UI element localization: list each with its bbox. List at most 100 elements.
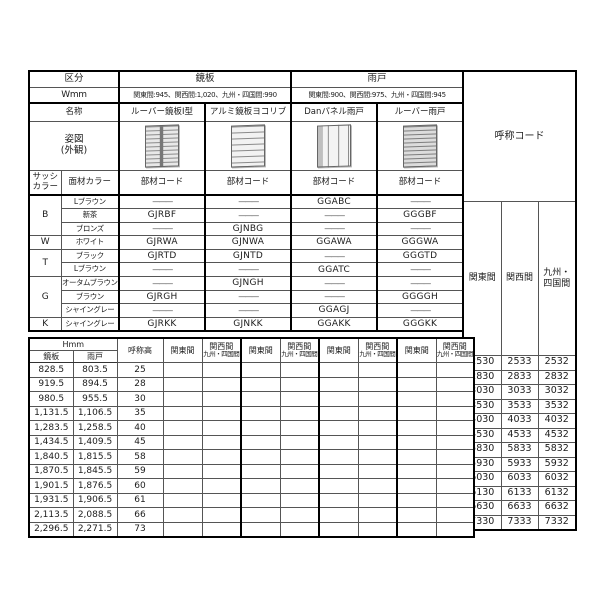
part-code-value: GGAWA xyxy=(290,235,379,250)
empty-cell xyxy=(240,362,281,378)
empty-cell xyxy=(396,478,437,494)
empty-cell xyxy=(162,449,203,465)
part-code-value: GJNWA xyxy=(204,235,293,250)
kagamiita-height-value: 1,901.5 xyxy=(28,478,74,494)
naming-code-value: 6033 xyxy=(500,471,539,487)
product-name: ルーバー鏡板I型 xyxy=(118,102,207,122)
kanto-col-header: 関東間 xyxy=(318,337,359,363)
kubun-kagamiita: 鏡板 xyxy=(118,70,293,88)
empty-cell xyxy=(318,478,359,494)
part-code-value: GGATC xyxy=(290,262,379,278)
empty-cell xyxy=(240,434,281,450)
no-code-dash: ——— xyxy=(376,221,464,237)
empty-cell xyxy=(162,391,203,407)
empty-cell xyxy=(318,507,359,523)
product-name: アルミ鏡板ヨコリブ xyxy=(204,102,293,122)
empty-cell xyxy=(240,391,281,407)
region-header-row: 関東間 関西間 九州・ 四国間 xyxy=(462,201,577,356)
naming-code-value: 3532 xyxy=(537,398,577,414)
empty-cell xyxy=(240,463,281,479)
kanto-col-header: 関東間 xyxy=(162,337,203,363)
empty-cell xyxy=(201,405,243,421)
naming-code-title-row: 呼称コード xyxy=(462,70,577,202)
kagamiita-height-value: 2,296.5 xyxy=(28,521,74,538)
face-color-name: ブロンズ xyxy=(60,221,121,237)
part-code-header: 部材コード xyxy=(204,170,293,196)
naming-code-value: 3032 xyxy=(537,384,577,400)
kansai-col-header: 関西間 九州・四国間 xyxy=(357,337,399,363)
kubun-label: 区分 xyxy=(28,70,121,88)
empty-cell xyxy=(162,362,203,378)
amado-height-value: 1,876.5 xyxy=(72,478,118,494)
height-row: 2,113.5 2,088.5 66 xyxy=(28,507,475,523)
naming-code-row: 2530 2533 2532 xyxy=(462,355,577,371)
empty-cell xyxy=(201,492,243,508)
color-row: G オータムブラウン ——— GJNGH ——— ——— xyxy=(28,276,464,318)
height-row: 1,840.5 1,815.5 58 xyxy=(28,449,475,465)
empty-cell xyxy=(435,521,475,538)
part-code-value: GJNKK xyxy=(204,316,293,332)
empty-cell xyxy=(162,478,203,494)
empty-cell xyxy=(201,478,243,494)
height-code-value: 73 xyxy=(116,521,164,538)
empty-cell xyxy=(279,362,321,378)
color-row: 新茶 GJRBF ——— ——— GGGBF xyxy=(29,208,464,223)
face-color-name: ブラック xyxy=(60,248,121,264)
sash-color-W: W xyxy=(28,235,62,250)
hmm-label: Hmm xyxy=(28,337,118,351)
empty-cell xyxy=(396,434,437,450)
empty-cell xyxy=(435,405,475,421)
amado-height-value: 2,088.5 xyxy=(72,507,118,523)
kagamiita-height-value: 1,931.5 xyxy=(28,492,74,508)
amado-height-value: 1,106.5 xyxy=(72,405,118,421)
empty-cell xyxy=(396,420,437,436)
kagamiita-height-value: 1,283.5 xyxy=(28,420,74,436)
kyushu-shikoku-label: 九州・四国間 xyxy=(203,350,240,359)
no-code-dash: ——— xyxy=(376,276,464,291)
wmm-amado: 関東間:900、関西間:975、九州・四国間:945 xyxy=(290,87,464,104)
part-code-header: 部材コード xyxy=(118,170,207,196)
empty-cell xyxy=(201,420,243,436)
empty-cell xyxy=(318,521,359,538)
part-code-value: GJRGH xyxy=(118,289,207,305)
no-code-dash: ——— xyxy=(204,303,293,318)
naming-code-value: 3033 xyxy=(500,384,539,400)
height-row: 1,870.5 1,845.5 59 xyxy=(28,463,475,479)
naming-code-row: 6130 6133 6132 xyxy=(462,485,577,501)
amado-sub-label: 雨戸 xyxy=(72,350,118,363)
empty-cell xyxy=(318,449,359,465)
empty-cell xyxy=(279,434,321,450)
height-code-value: 35 xyxy=(116,405,164,421)
color-row: ブロンズ ——— GJNBG ——— ——— xyxy=(29,221,464,237)
amado-height-value: 955.5 xyxy=(72,391,118,407)
empty-cell xyxy=(357,391,399,407)
kyushu-shikoku-label: 九州・四国間 xyxy=(359,350,396,359)
part-code-value: GJNBG xyxy=(204,221,293,237)
sash-header-line1: サッシ xyxy=(32,171,58,182)
amado-height-value: 1,906.5 xyxy=(72,492,118,508)
empty-cell xyxy=(357,420,399,436)
height-row: 1,901.5 1,876.5 60 xyxy=(28,478,475,494)
naming-code-value: 4532 xyxy=(537,427,577,443)
height-code-value: 45 xyxy=(116,434,164,450)
no-code-dash: ——— xyxy=(118,194,207,210)
empty-cell xyxy=(162,507,203,523)
product-spec-table: 区分 鏡板 雨戸 Wmm 関東間:945、関西間:1,020、九州・四国間:99… xyxy=(28,70,465,332)
sash-color-B: B xyxy=(28,194,62,237)
empty-cell xyxy=(162,434,203,450)
empty-cell xyxy=(201,521,243,538)
empty-cell xyxy=(240,492,281,508)
naming-code-row: 4030 4033 4032 xyxy=(462,413,577,429)
face-color-header: 面材カラー xyxy=(60,170,121,196)
face-color-name: シャイングレー xyxy=(60,316,121,332)
sash-color-header: サッシ カラー xyxy=(28,170,62,196)
part-code-value: GJRTD xyxy=(118,248,207,264)
empty-cell xyxy=(162,405,203,421)
kagamiita-height-value: 980.5 xyxy=(28,391,74,407)
empty-cell xyxy=(435,391,475,407)
empty-cell xyxy=(201,434,243,450)
naming-code-row: 4530 4533 4532 xyxy=(462,427,577,443)
kubun-amado: 雨戸 xyxy=(290,70,464,88)
height-table: Hmm 呼称高 関東間 関西間 九州・四国間 関東間 関西間 九州・四国間 関東間 … xyxy=(28,337,476,538)
face-color-name: ブラウン xyxy=(60,289,121,305)
